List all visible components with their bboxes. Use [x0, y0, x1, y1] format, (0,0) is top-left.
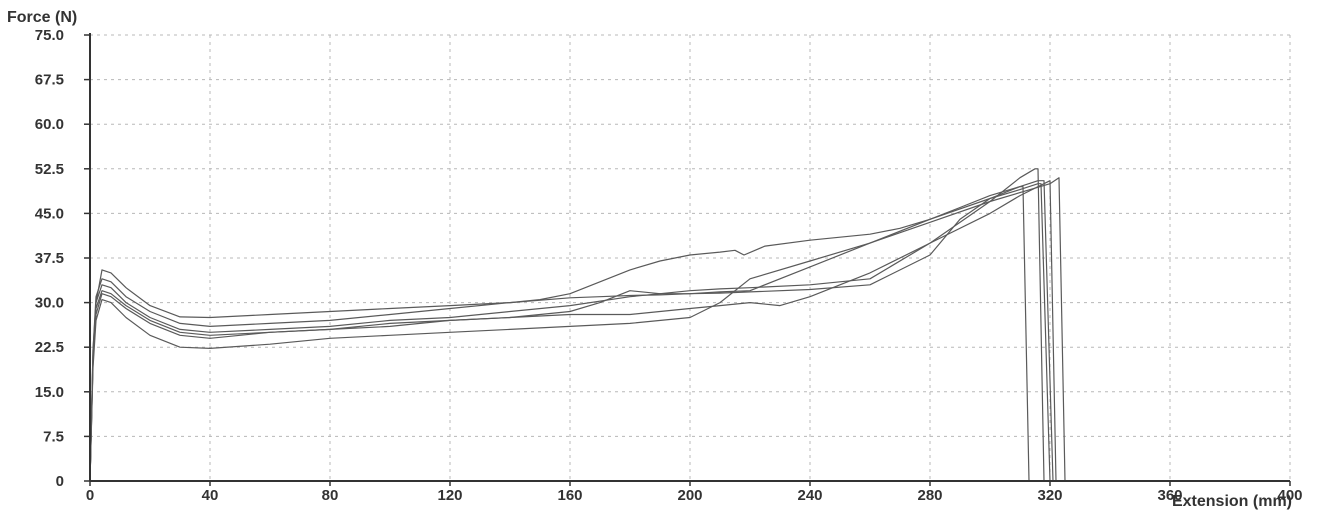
y-axis-title: Force (N) [7, 9, 77, 26]
y-tick-label: 0 [56, 473, 64, 490]
x-tick-label: 200 [677, 487, 702, 504]
series-line-2 [89, 168, 1045, 482]
x-tick-label: 160 [557, 487, 582, 504]
x-tick-label: 360 [1157, 487, 1182, 504]
x-tick-label: 40 [202, 487, 219, 504]
x-tick-label: 240 [797, 487, 822, 504]
x-tick-label: 120 [437, 487, 462, 504]
label-layer: 0 7.5 15.0 22.5 30.0 37.5 45.0 52.5 60.0 67.5 75.0… [35, 27, 1303, 504]
y-tick-label: 15.0 [35, 384, 64, 401]
series-line-5 [89, 177, 1066, 482]
x-tick-label: 400 [1277, 487, 1302, 504]
y-tick-label: 30.0 [35, 295, 64, 312]
y-tick-label: 37.5 [35, 250, 64, 267]
axis-layer [84, 33, 1291, 486]
series-line-4 [89, 180, 1057, 482]
y-tick-label: 67.5 [35, 72, 64, 89]
y-tick-label: 52.5 [35, 161, 64, 178]
y-tick-label: 7.5 [43, 428, 64, 445]
y-tick-label: 60.0 [35, 116, 64, 133]
y-tick-label: 75.0 [35, 27, 64, 44]
x-tick-label: 80 [322, 487, 339, 504]
x-axis-title: Extension (mm) [1172, 493, 1292, 510]
x-tick-label: 320 [1037, 487, 1062, 504]
series-line-6 [89, 180, 1054, 482]
series-layer [89, 168, 1066, 482]
x-tick-label: 280 [917, 487, 942, 504]
y-tick-label: 45.0 [35, 205, 64, 222]
x-tick-label: 0 [86, 487, 94, 504]
y-tick-label: 22.5 [35, 339, 64, 356]
series-line-1 [89, 186, 1030, 482]
series-line-3 [89, 183, 1051, 482]
grid-layer [90, 34, 1291, 481]
